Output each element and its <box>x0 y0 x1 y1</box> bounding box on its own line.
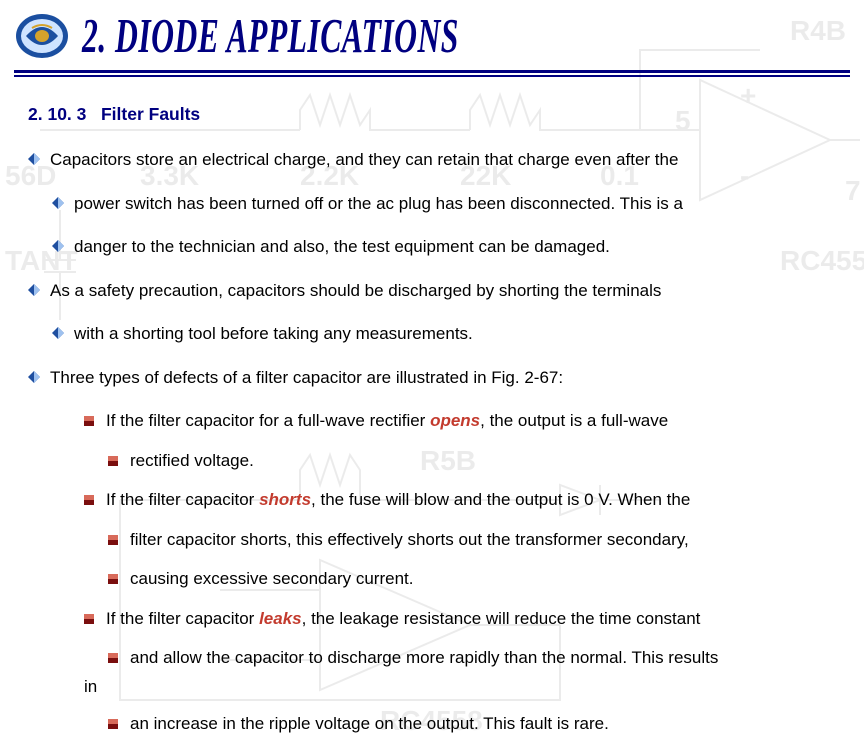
bullet-text: As a safety precaution, capacitors shoul… <box>50 278 836 304</box>
diamond-bullet-icon <box>52 240 64 252</box>
section-title: Filter Faults <box>101 104 200 124</box>
bullet-item: Capacitors store an electrical charge, a… <box>28 147 836 173</box>
diamond-bullet-icon <box>28 284 40 296</box>
square-bullet-icon <box>108 574 118 584</box>
sub-bullet-text: filter capacitor shorts, this effectivel… <box>130 527 836 553</box>
sub-bullet-text: causing excessive secondary current. <box>130 566 836 592</box>
bullet-text: danger to the technician and also, the t… <box>74 234 836 260</box>
square-bullet-icon <box>84 495 94 505</box>
sub-bullet-text: and allow the capacitor to discharge mor… <box>130 645 836 671</box>
bullet-item: As a safety precaution, capacitors shoul… <box>28 278 836 304</box>
sub-bullet-text: If the filter capacitor leaks, the leaka… <box>106 606 836 632</box>
page-header: 2. DIODE APPLICATIONS <box>0 0 864 66</box>
text-post: , the output is a full-wave <box>480 411 668 430</box>
emphasis-word: shorts <box>259 490 311 509</box>
sub-bullet-continuation: causing excessive secondary current. <box>28 566 836 592</box>
sub-bullet-text: rectified voltage. <box>130 448 836 474</box>
emphasis-word: opens <box>430 411 480 430</box>
sub-bullet-text: If the filter capacitor for a full-wave … <box>106 408 836 434</box>
section-heading: 2. 10. 3 Filter Faults <box>28 104 836 125</box>
bullet-text: power switch has been turned off or the … <box>74 191 836 217</box>
bullet-text: with a shorting tool before taking any m… <box>74 321 836 347</box>
square-bullet-icon <box>108 456 118 466</box>
diamond-bullet-icon <box>28 371 40 383</box>
sub-bullet-text: If the filter capacitor shorts, the fuse… <box>106 487 836 513</box>
diamond-bullet-icon <box>28 153 40 165</box>
bullet-text: Capacitors store an electrical charge, a… <box>50 147 836 173</box>
text-post: , the fuse will blow and the output is 0… <box>311 490 690 509</box>
square-bullet-icon <box>108 653 118 663</box>
content-area: 2. 10. 3 Filter Faults Capacitors store … <box>0 82 864 756</box>
text-pre: If the filter capacitor <box>106 490 259 509</box>
sub-bullet-continuation: rectified voltage. <box>28 448 836 474</box>
section-number: 2. 10. 3 <box>28 104 86 124</box>
diamond-bullet-icon <box>52 197 64 209</box>
sub-bullet-item: If the filter capacitor for a full-wave … <box>28 408 836 434</box>
institution-logo-icon <box>14 12 70 60</box>
square-bullet-icon <box>108 719 118 729</box>
page-title: 2. DIODE APPLICATIONS <box>82 8 459 65</box>
orphan-text: in <box>84 677 97 697</box>
sub-bullet-text: an increase in the ripple voltage on the… <box>130 711 836 737</box>
emphasis-word: leaks <box>259 609 302 628</box>
sub-bullet-continuation: and allow the capacitor to discharge mor… <box>28 645 836 671</box>
square-bullet-icon <box>84 614 94 624</box>
square-bullet-icon <box>108 535 118 545</box>
bullet-continuation: with a shorting tool before taking any m… <box>28 321 836 347</box>
text-pre: If the filter capacitor for a full-wave … <box>106 411 430 430</box>
sub-bullet-continuation: filter capacitor shorts, this effectivel… <box>28 527 836 553</box>
orphan-word: in <box>28 677 836 697</box>
bullet-item: Three types of defects of a filter capac… <box>28 365 836 391</box>
text-post: , the leakage resistance will reduce the… <box>302 609 701 628</box>
square-bullet-icon <box>84 416 94 426</box>
text-pre: If the filter capacitor <box>106 609 259 628</box>
bullet-continuation: danger to the technician and also, the t… <box>28 234 836 260</box>
diamond-bullet-icon <box>52 327 64 339</box>
header-underline <box>0 70 864 82</box>
sub-bullet-continuation: an increase in the ripple voltage on the… <box>28 711 836 737</box>
sub-bullet-item: If the filter capacitor shorts, the fuse… <box>28 487 836 513</box>
sub-bullet-item: If the filter capacitor leaks, the leaka… <box>28 606 836 632</box>
bullet-continuation: power switch has been turned off or the … <box>28 191 836 217</box>
bullet-text: Three types of defects of a filter capac… <box>50 365 836 391</box>
